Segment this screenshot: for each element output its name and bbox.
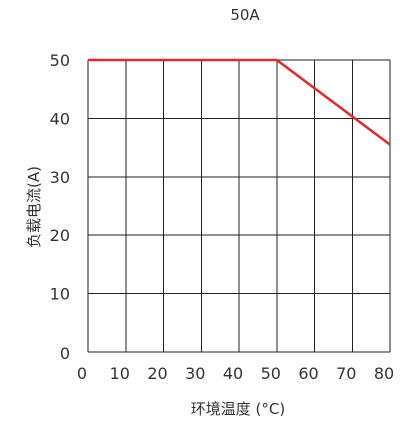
tick-layer: 0 10 20 30 40 50 60 70 80 0 10 20 30 40 50: [50, 51, 395, 383]
grid-layer: [87, 59, 391, 353]
y-tick-label: 50: [50, 51, 70, 70]
series-line-0: [88, 58, 391, 146]
series-layer: [88, 58, 391, 146]
x-tick-label: 50: [261, 364, 281, 383]
y-tick-label: 40: [50, 109, 70, 128]
chart-title: 50A: [230, 6, 260, 24]
y-axis-label: 负载电流(A): [25, 166, 43, 248]
x-axis-label: 环境温度 (°C): [191, 400, 285, 418]
x-tick-label: 40: [223, 364, 243, 383]
x-tick-label: 30: [185, 364, 205, 383]
y-tick-label: 10: [50, 285, 70, 304]
y-tick-label: 30: [50, 168, 70, 187]
x-tick-label: 20: [147, 364, 167, 383]
x-tick-label: 10: [110, 364, 130, 383]
x-tick-label: 80: [374, 364, 394, 383]
y-tick-label: 0: [60, 344, 70, 363]
x-tick-label: 70: [336, 364, 356, 383]
y-tick-label: 20: [50, 226, 70, 245]
x-tick-label: 0: [77, 364, 87, 383]
x-tick-label: 60: [298, 364, 318, 383]
